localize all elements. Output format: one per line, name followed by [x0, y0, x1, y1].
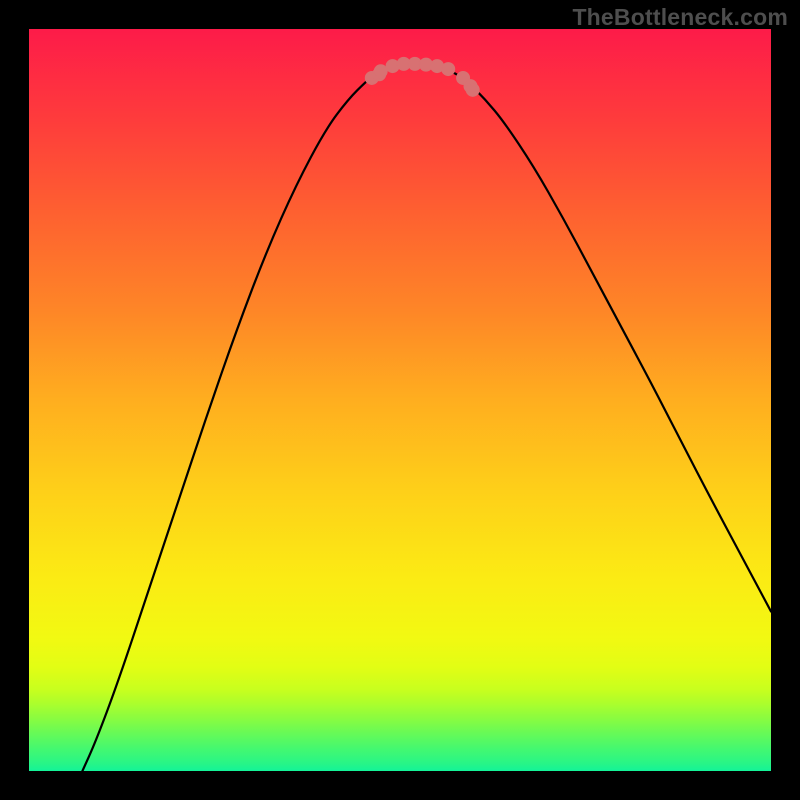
marker-dot	[466, 83, 479, 96]
chart-frame: TheBottleneck.com	[0, 0, 800, 800]
watermark-text: TheBottleneck.com	[572, 4, 788, 31]
marker-dot	[442, 63, 455, 76]
chart-svg	[29, 29, 771, 771]
plot-area	[29, 29, 771, 771]
marker-dot	[374, 65, 387, 78]
